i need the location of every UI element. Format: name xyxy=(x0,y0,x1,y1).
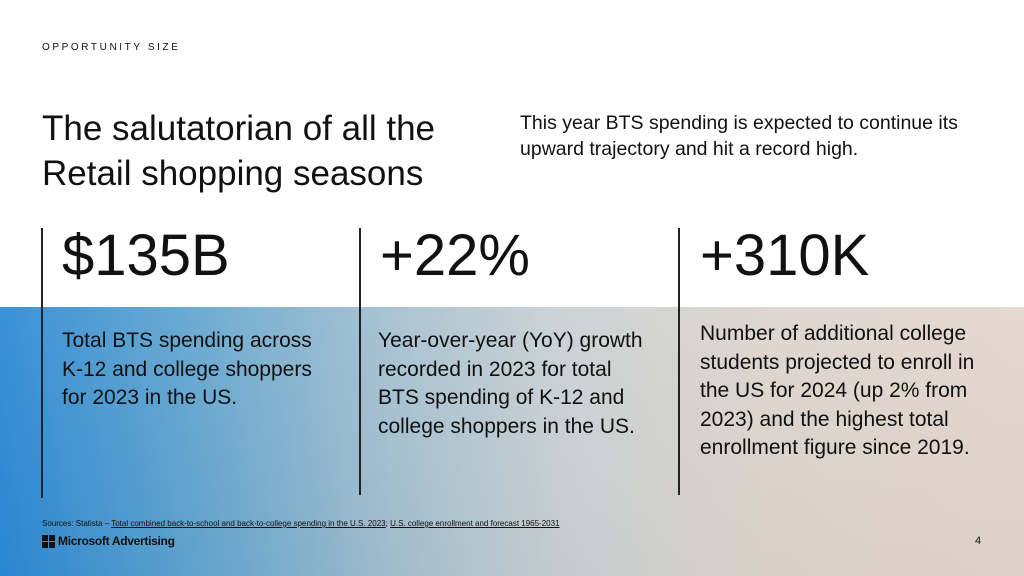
title-line-1: The salutatorian of all the xyxy=(42,109,436,148)
section-label: OPPORTUNITY SIZE xyxy=(42,42,181,53)
stat-value-enrollment: +310K xyxy=(700,223,870,288)
stat-description-spending: Total BTS spending across K-12 and colle… xyxy=(62,329,312,409)
sources-prefix: Sources: Statista – xyxy=(42,519,112,528)
source-link-college-enrollment[interactable]: U.S. college enrollment and forecast 196… xyxy=(390,519,560,528)
stat-description-growth: Year-over-year (YoY) growth recorded in … xyxy=(378,329,643,438)
slide-subtitle: This year BTS spending is expected to co… xyxy=(520,112,958,160)
microsoft-logo-icon xyxy=(42,534,55,548)
gradient-background-band xyxy=(0,307,1024,576)
source-link-bts-spending[interactable]: Total combined back-to-school and back-t… xyxy=(111,519,386,528)
title-line-2: Retail shopping seasons xyxy=(42,154,424,193)
slide-title: The salutatorian of all the Retail shopp… xyxy=(42,106,435,196)
stat-value-spending: $135B xyxy=(62,223,230,288)
stat-description-enrollment: Number of additional college students pr… xyxy=(700,322,975,459)
page-number: 4 xyxy=(975,535,982,547)
stat-value-growth: +22% xyxy=(380,223,530,288)
column-divider-3 xyxy=(678,228,680,495)
microsoft-advertising-logo: Microsoft Advertising xyxy=(42,534,175,548)
sources-separator: ; xyxy=(385,519,391,528)
logo-text: Microsoft Advertising xyxy=(58,534,175,548)
sources-note: Sources: Statista – Total combined back-… xyxy=(42,519,560,528)
column-divider-2 xyxy=(359,228,361,495)
column-divider-1 xyxy=(41,228,43,498)
